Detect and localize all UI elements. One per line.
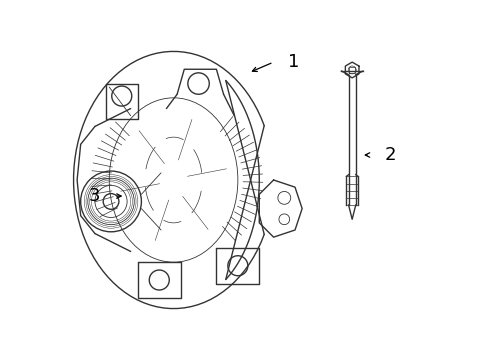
Text: 3: 3 <box>89 187 100 205</box>
Text: 2: 2 <box>384 146 396 164</box>
Text: 1: 1 <box>288 53 299 71</box>
